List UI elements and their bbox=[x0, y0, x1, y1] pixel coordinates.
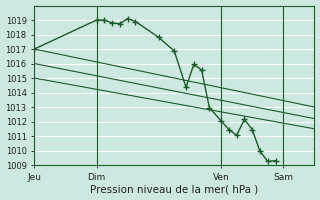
X-axis label: Pression niveau de la mer( hPa ): Pression niveau de la mer( hPa ) bbox=[90, 184, 259, 194]
